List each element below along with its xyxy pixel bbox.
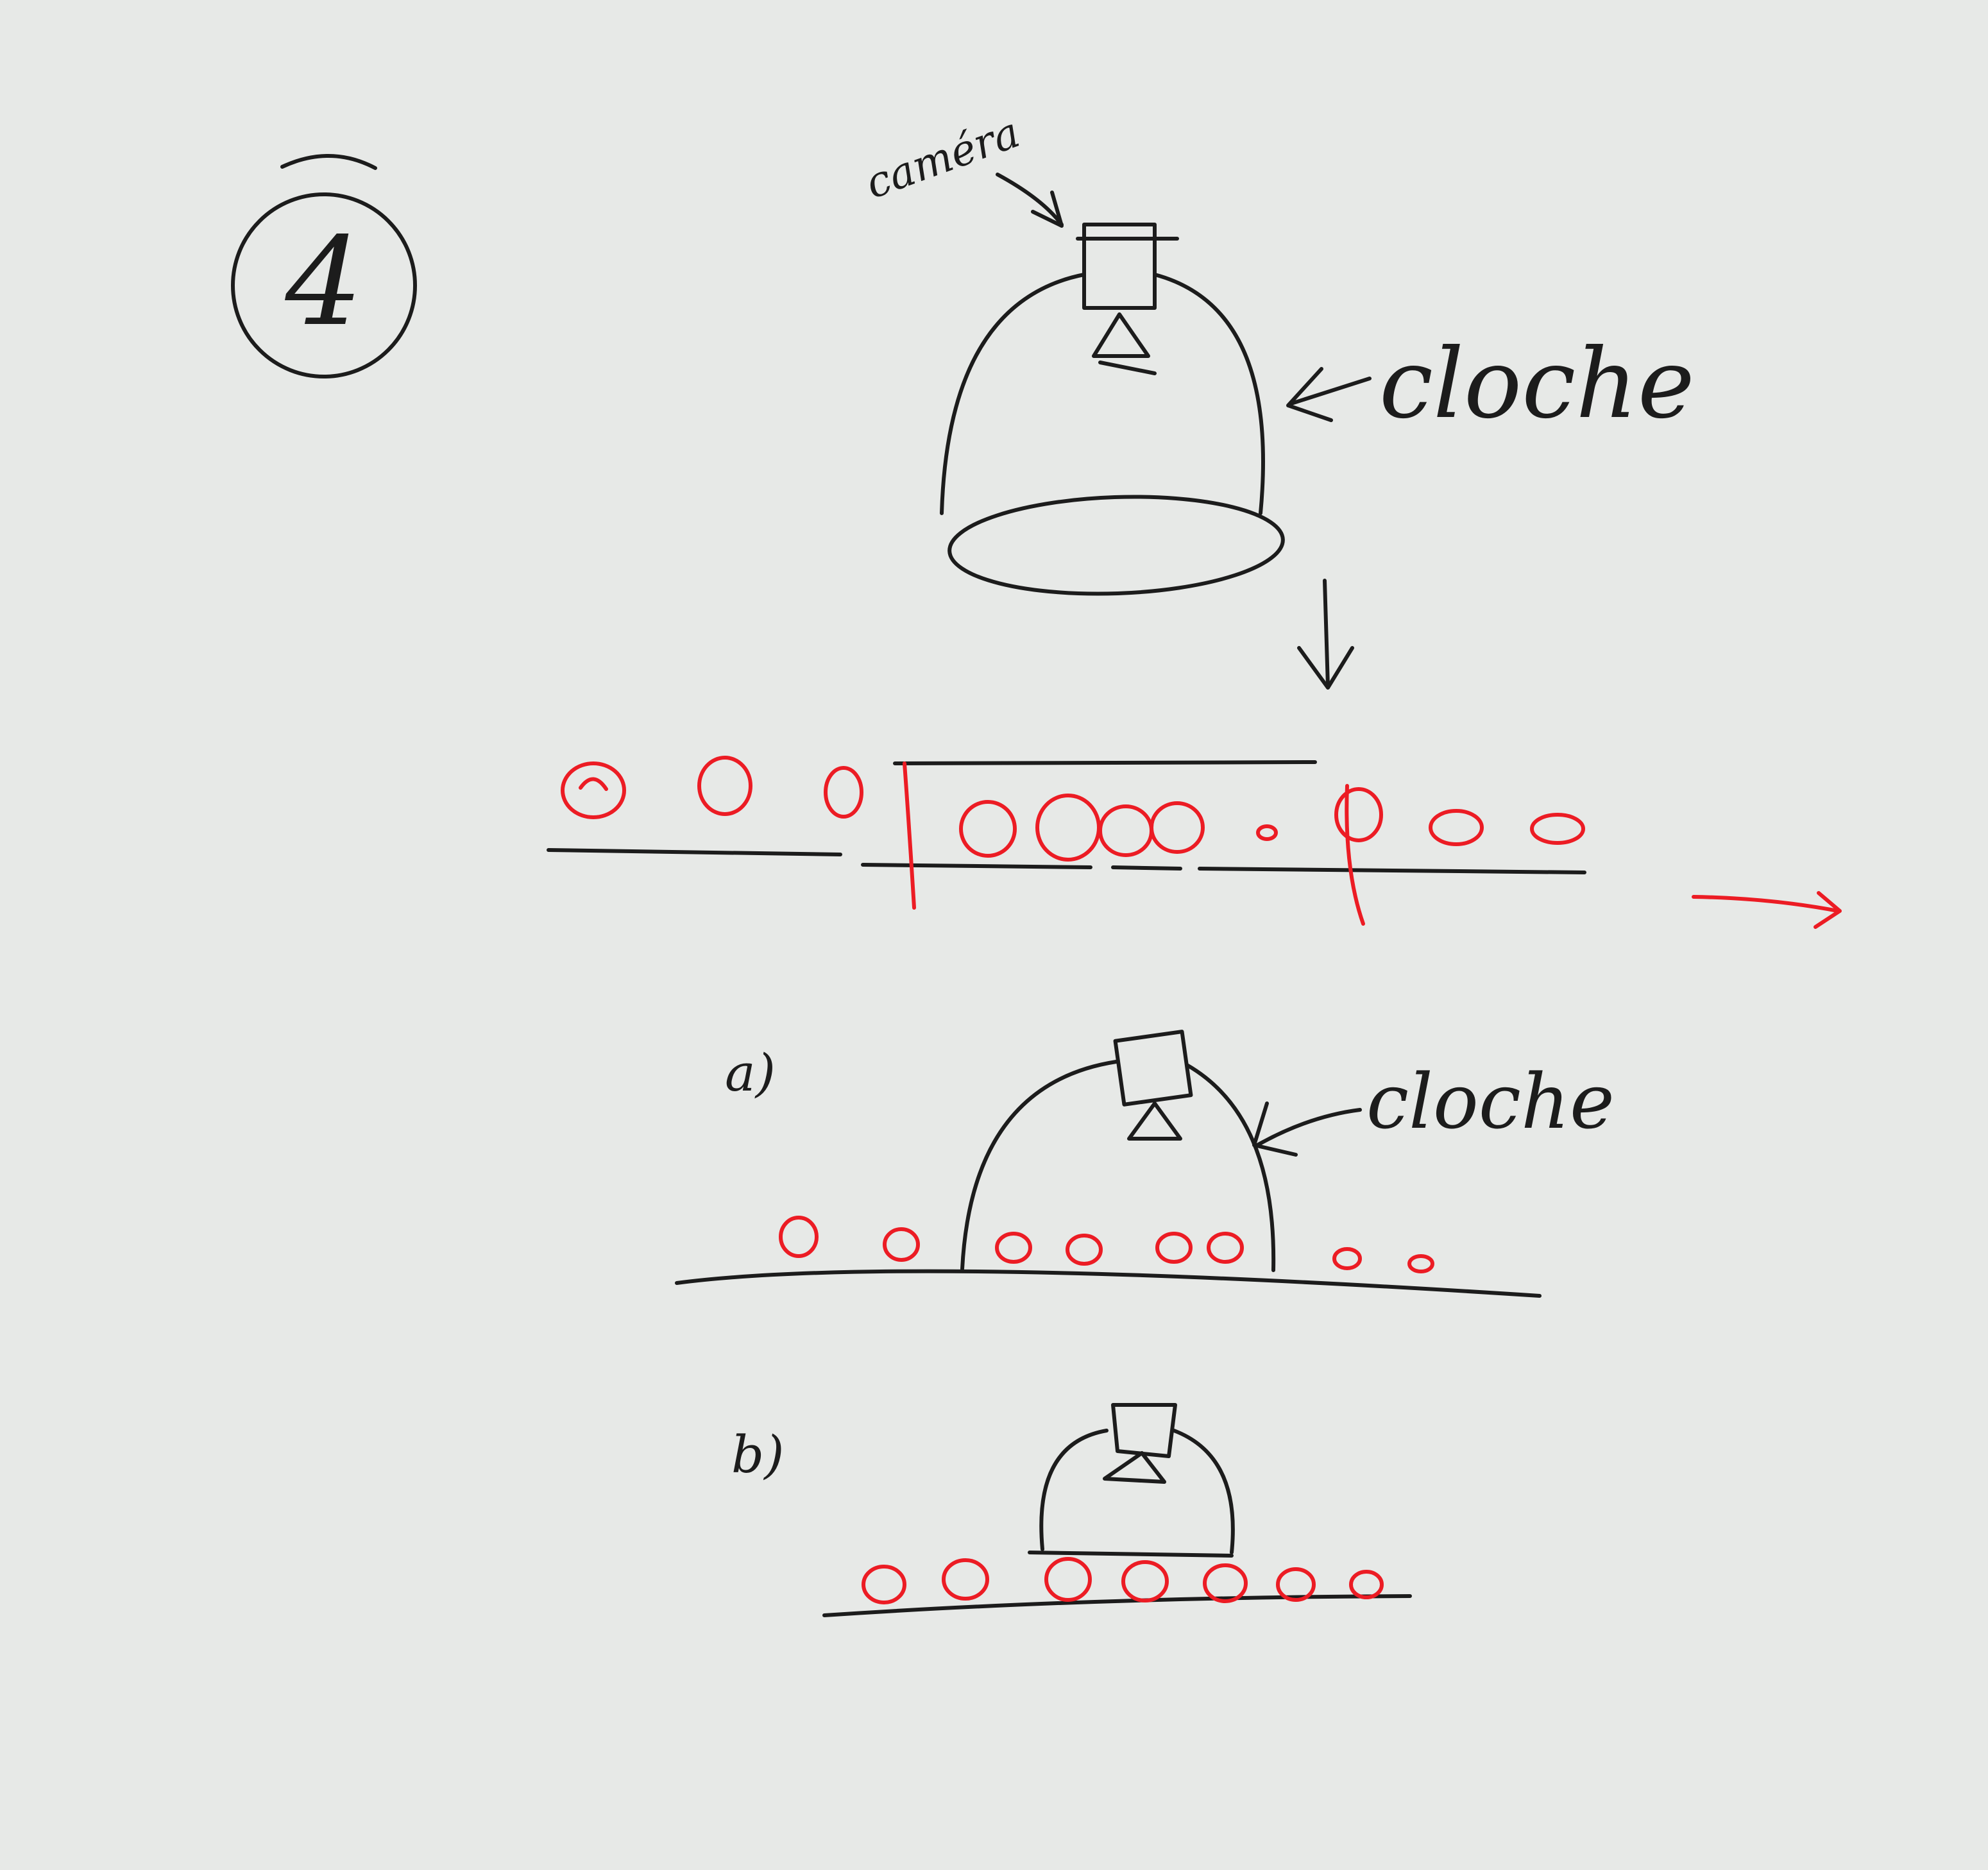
product-item [959,800,1017,858]
product-item [1066,1234,1103,1266]
product-item [1276,1567,1316,1602]
product-item [697,756,752,816]
product-item [1098,804,1153,857]
conveyor-direction-arrow-shaft [1692,895,1840,913]
variant-a-conveyor-line [675,1269,1542,1298]
variant-b-bell-right-wall [1172,1429,1235,1554]
product-item [1349,1570,1384,1599]
product-item [1044,1557,1092,1602]
variant-a-bell-right-wall [1185,1063,1276,1272]
conveyor-section [547,756,1842,929]
figure-number-accent [280,154,377,170]
conveyor-line-right [1198,867,1586,874]
variant-a-label: a) [725,1043,776,1103]
bell-zone-right-boundary [1345,784,1365,926]
bell-zone-left-boundary [903,761,916,910]
product-item [1207,1232,1244,1264]
variant-a-camera-lens [1127,1101,1182,1141]
main-bell-drawing: caméra cloche [859,108,1695,690]
product-item [883,1227,920,1262]
main-cloche-label: cloche [1379,328,1695,440]
product-item [1256,824,1278,841]
camera-icon [1082,223,1157,310]
figure-number: 4 [285,211,363,353]
conveyor-line-left [547,848,842,856]
conveyor-direction-arrow-head [1814,891,1842,929]
main-bell-opening [947,495,1285,596]
product-item [1155,1232,1193,1264]
product-item [1203,1563,1248,1603]
variant-a-drawing: a) cloche [675,1030,1615,1298]
conveyor-line-mid-1 [861,863,1092,869]
bell-zone-top-edge [893,760,1317,765]
product-item [779,1216,819,1258]
product-item [561,761,626,819]
product-item-mark [579,777,608,791]
product-item [1407,1254,1434,1273]
product-item [862,1565,906,1604]
variant-b-camera-lens [1103,1451,1166,1484]
camera-arrow-head [1031,191,1064,228]
figure-number-circle [231,192,417,378]
down-arrow-shaft [1323,579,1330,688]
variant-a-cloche-arrow-shaft [1255,1108,1362,1147]
product-item [1332,1247,1362,1270]
product-item [1121,1560,1169,1602]
main-bell-left-wall [940,273,1086,515]
product-item [1334,787,1383,842]
camera-base-line [1098,361,1157,375]
figure-number-badge: 4 [231,154,417,378]
product-item [1530,813,1585,845]
conveyor-line-mid-2 [1111,865,1182,871]
product-item [1035,794,1101,862]
variant-a-bell-left-wall [960,1060,1118,1271]
product-item [995,1232,1032,1264]
main-cloche-arrow-shaft [1287,377,1372,406]
camera-lens-icon [1092,312,1150,358]
camera-label: caméra [859,108,1026,208]
variant-b-label: b) [731,1425,784,1484]
variant-b-camera-icon [1111,1403,1177,1458]
down-arrow-head [1297,646,1354,690]
camera-arrow-shaft [996,173,1064,226]
main-cloche-arrow-head [1286,367,1333,422]
product-item [824,766,863,819]
variant-a-cloche-label: cloche [1366,1057,1615,1146]
variant-b-bell-base [1028,1551,1234,1558]
main-bell-right-wall [1153,273,1265,515]
variant-b-conveyor-line [822,1594,1412,1617]
variant-a-camera-icon [1113,1030,1193,1107]
variant-b-drawing: b) [731,1403,1412,1617]
product-item [1429,809,1484,846]
variant-b-bell-left-wall [1039,1429,1109,1551]
product-item [942,1558,989,1601]
product-item [1150,801,1205,854]
variant-a-cloche-arrow-head [1252,1101,1298,1157]
